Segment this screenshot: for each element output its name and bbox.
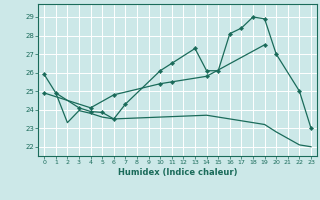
X-axis label: Humidex (Indice chaleur): Humidex (Indice chaleur) [118,168,237,177]
